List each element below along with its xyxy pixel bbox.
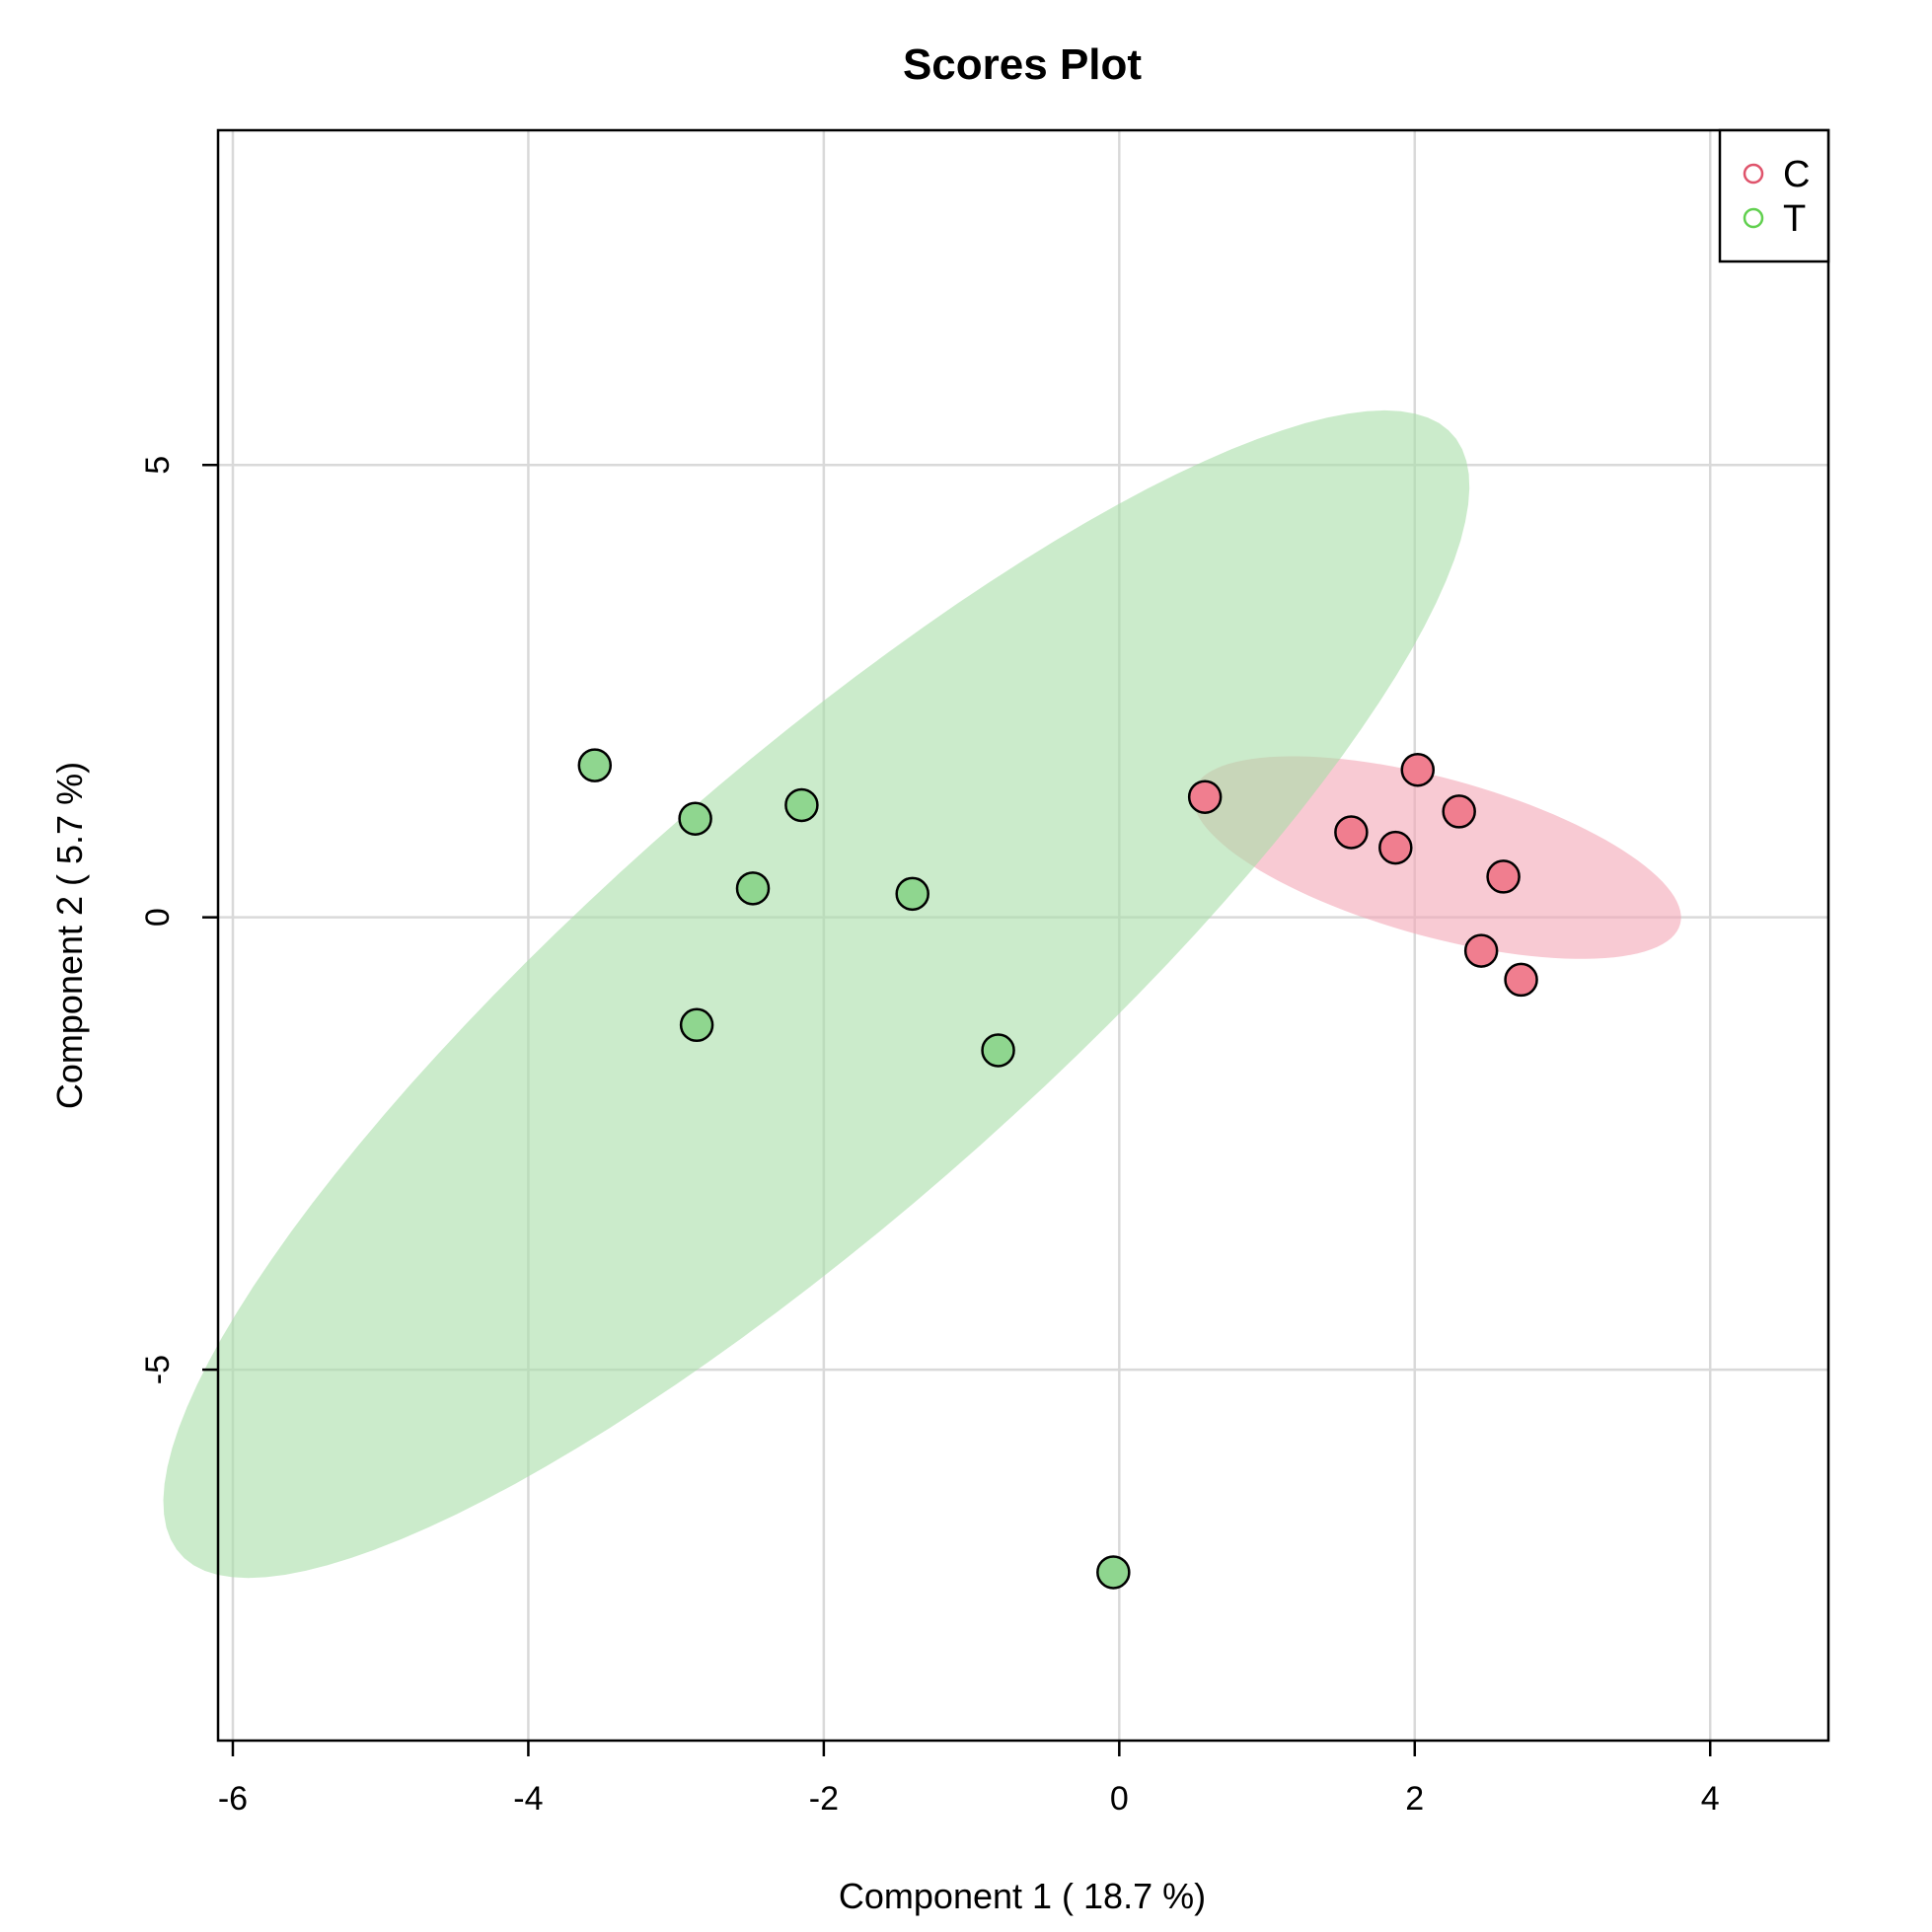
point-C bbox=[1486, 859, 1521, 894]
x-tick-label: -6 bbox=[218, 1780, 248, 1818]
ellipse-T bbox=[163, 409, 1470, 1579]
point-C bbox=[1504, 962, 1538, 998]
point-C bbox=[1400, 752, 1436, 787]
point-C bbox=[1187, 780, 1223, 814]
point-T bbox=[735, 871, 771, 906]
legend-marker-T bbox=[1743, 207, 1764, 229]
point-C bbox=[1334, 815, 1369, 850]
legend-label-C: C bbox=[1783, 154, 1810, 195]
legend-box bbox=[1718, 128, 1830, 263]
chart-title: Scores Plot bbox=[903, 40, 1142, 89]
point-T bbox=[895, 876, 929, 912]
x-axis-label: Component 1 ( 18.7 %) bbox=[839, 1876, 1206, 1916]
point-C bbox=[1463, 933, 1499, 968]
point-T bbox=[577, 748, 613, 782]
point-C bbox=[1442, 794, 1476, 829]
x-tick-label: -2 bbox=[809, 1780, 839, 1818]
point-T bbox=[784, 787, 819, 823]
x-tick-label: -4 bbox=[513, 1780, 543, 1818]
x-tick-label: 0 bbox=[1110, 1780, 1129, 1818]
point-T bbox=[1096, 1555, 1131, 1590]
y-axis-label: Component 2 ( 5.7 %) bbox=[49, 762, 90, 1109]
x-tick-label: 2 bbox=[1405, 1780, 1424, 1818]
plot-frame bbox=[216, 128, 1830, 1743]
point-T bbox=[679, 1007, 714, 1043]
x-tick-label: 4 bbox=[1701, 1780, 1720, 1818]
plot-area: -6 -4 -2 0 2 4 -5 0 5 CT bbox=[139, 128, 1830, 1818]
legend-marker-C bbox=[1743, 163, 1764, 185]
point-C bbox=[1378, 830, 1413, 865]
point-T bbox=[981, 1033, 1015, 1068]
y-tick-label: -5 bbox=[139, 1355, 177, 1384]
point-T bbox=[678, 801, 712, 836]
y-tick-label: 5 bbox=[139, 456, 177, 475]
y-tick-label: 0 bbox=[139, 908, 177, 927]
ellipse-C bbox=[1192, 756, 1681, 959]
legend-label-T: T bbox=[1783, 198, 1806, 240]
